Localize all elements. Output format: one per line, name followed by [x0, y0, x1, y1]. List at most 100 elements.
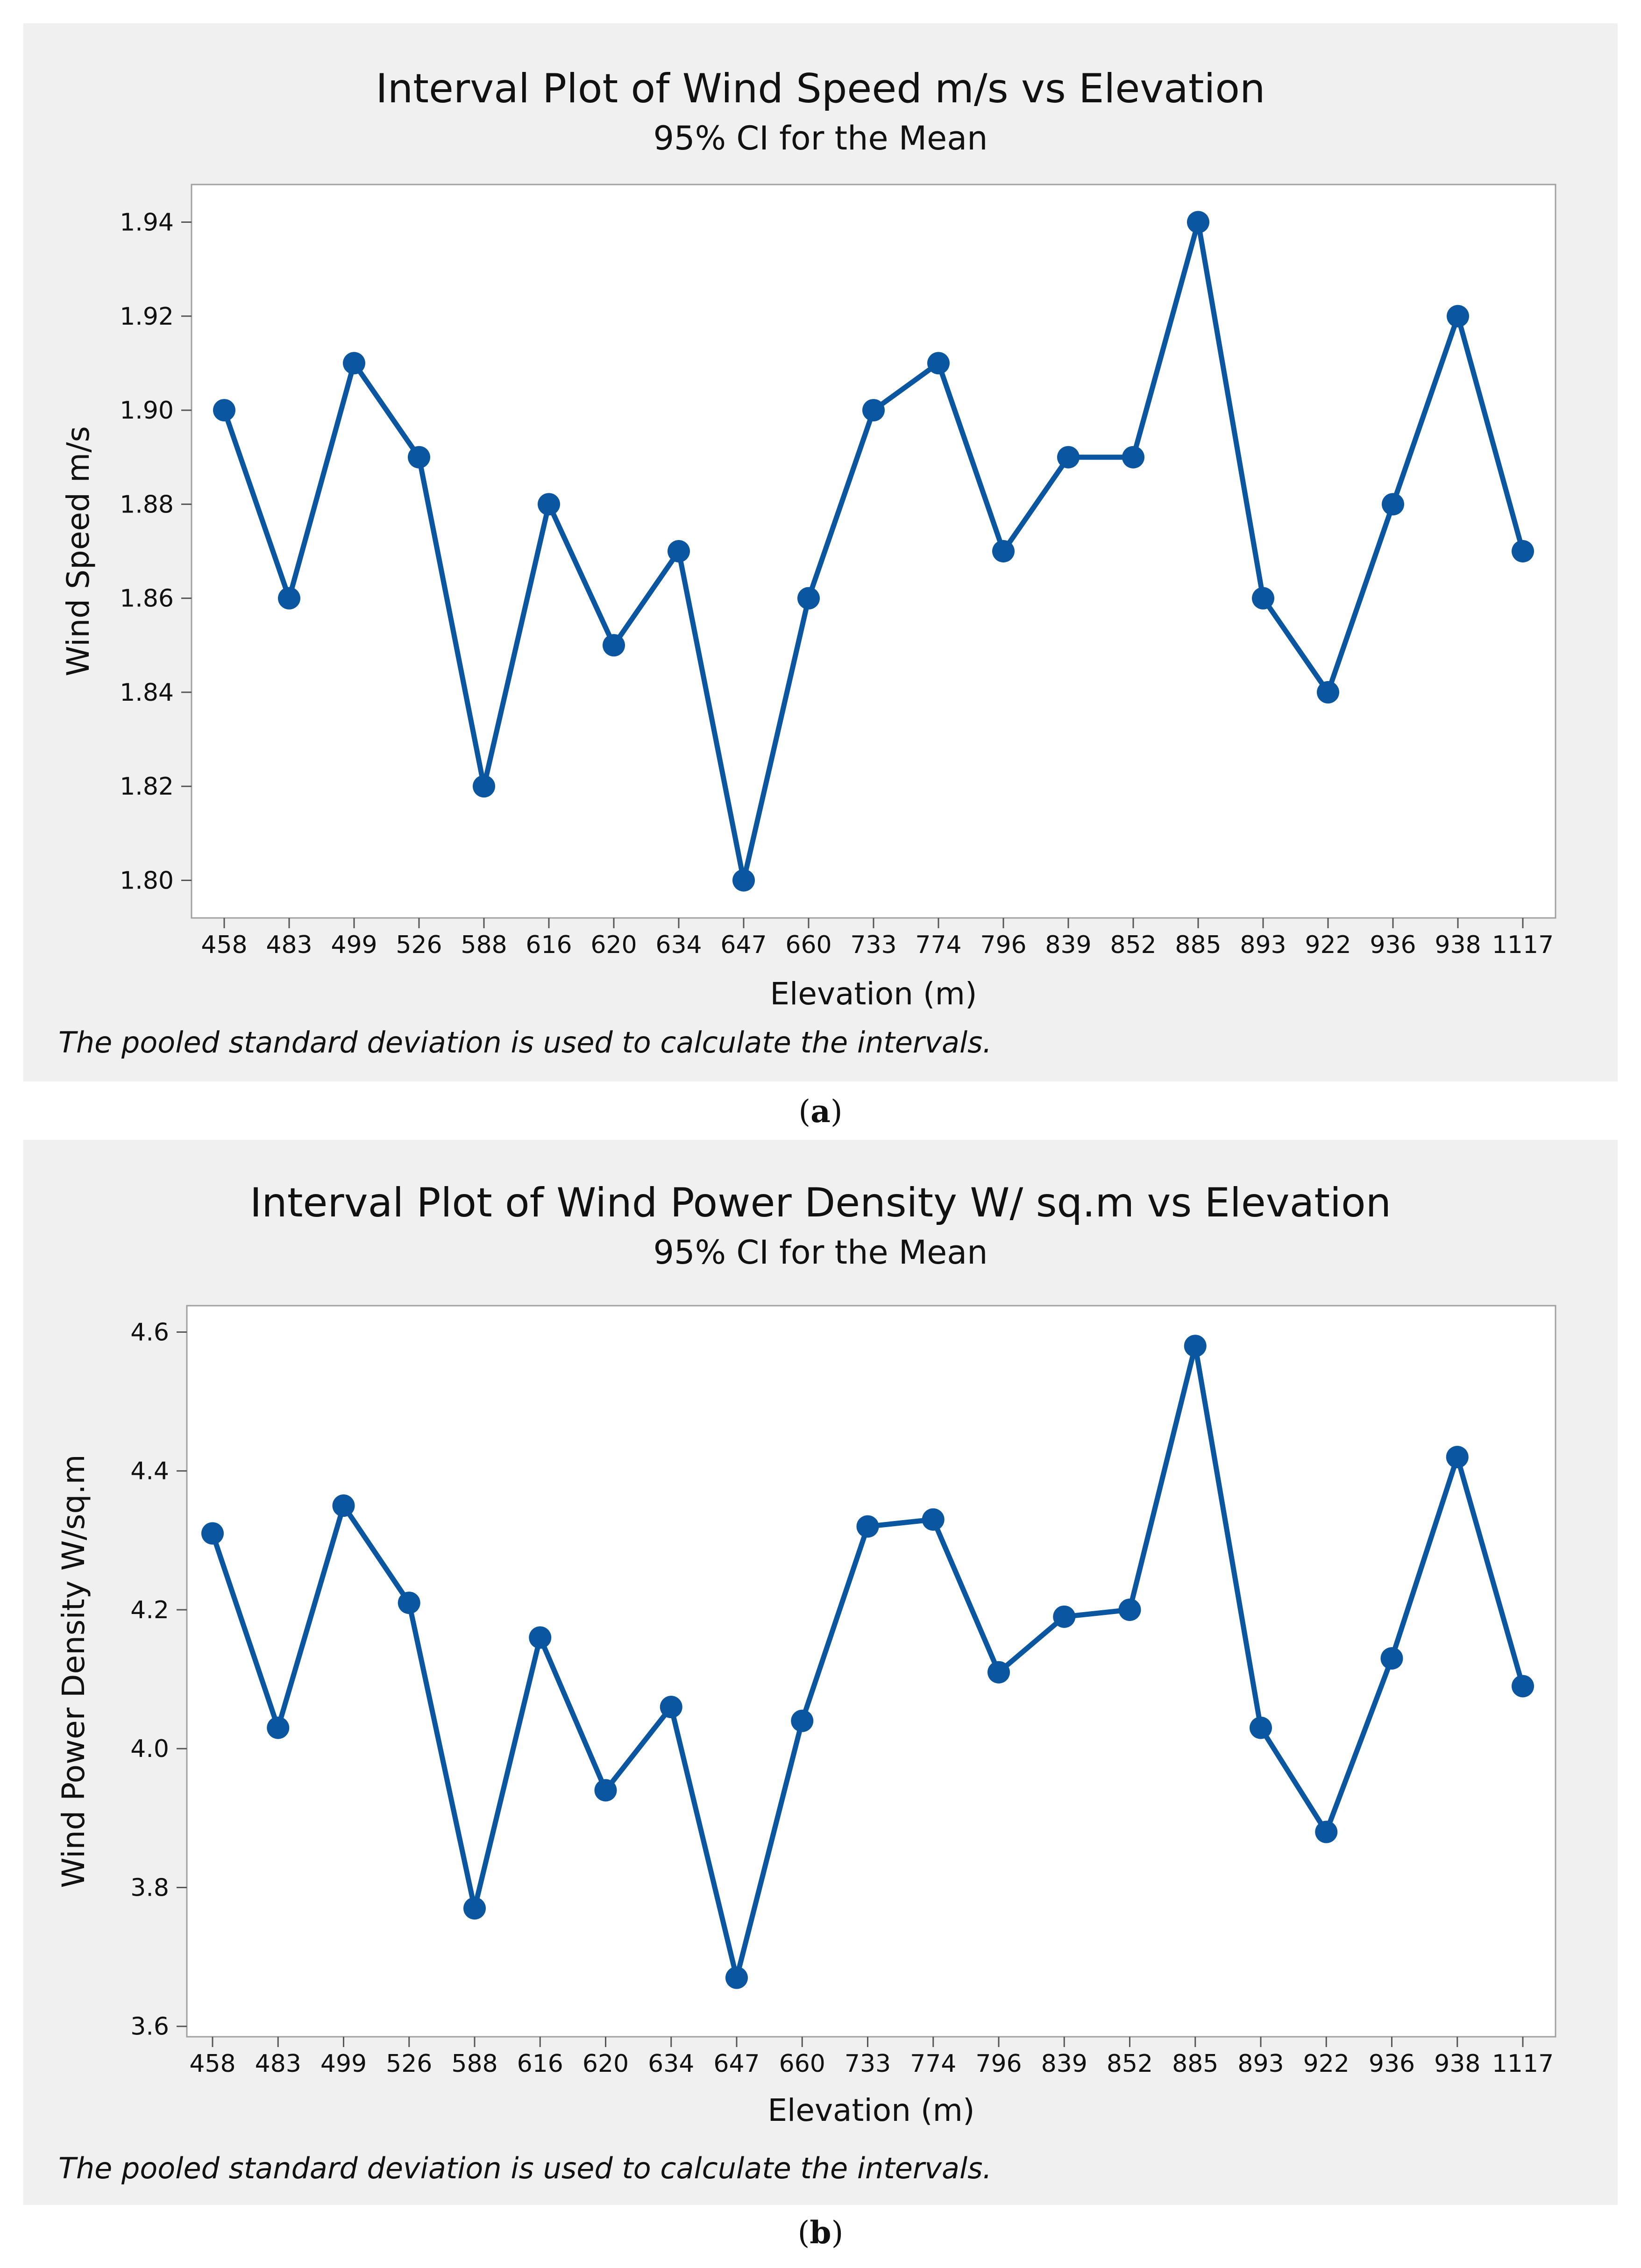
data-point [1446, 1445, 1469, 1468]
x-tick-label: 588 [451, 2050, 497, 2078]
chart-title: Interval Plot of Wind Speed m/s vs Eleva… [376, 65, 1265, 112]
x-tick-label: 774 [910, 2050, 956, 2078]
data-point [278, 587, 300, 610]
x-tick-label: 660 [785, 931, 831, 959]
data-point [922, 1508, 945, 1531]
data-point [343, 352, 365, 375]
data-point [1317, 681, 1339, 704]
data-point [797, 587, 820, 610]
data-point [987, 1661, 1010, 1684]
x-axis-title: Elevation (m) [770, 976, 977, 1012]
x-tick-label: 885 [1175, 931, 1221, 959]
data-point [1252, 587, 1274, 610]
x-tick-label: 458 [201, 931, 247, 959]
data-point [473, 775, 495, 798]
data-point [213, 399, 235, 422]
y-tick-label: 1.92 [120, 303, 174, 331]
data-point [992, 540, 1015, 562]
x-tick-label: 938 [1435, 931, 1481, 959]
chart-title: Interval Plot of Wind Power Density W/ s… [249, 1180, 1392, 1226]
data-point [1122, 446, 1144, 469]
data-point [725, 1966, 748, 1989]
data-point [668, 540, 690, 562]
chart-subtitle: 95% CI for the Mean [653, 119, 988, 157]
x-tick-label: 852 [1110, 931, 1156, 959]
caption-letter: a [810, 1093, 831, 1130]
data-point [332, 1494, 355, 1517]
x-tick-label: 616 [517, 2050, 563, 2078]
chart-panel-a: Interval Plot of Wind Speed m/s vs Eleva… [23, 23, 1618, 1081]
data-point [1380, 1647, 1403, 1670]
x-tick-label: 936 [1370, 931, 1416, 959]
y-tick-label: 3.8 [130, 1874, 169, 1902]
data-point [1512, 1675, 1534, 1698]
y-tick-label: 4.2 [130, 1596, 169, 1624]
data-point [1057, 446, 1080, 469]
data-point [1250, 1716, 1272, 1739]
x-tick-label: 796 [975, 2050, 1022, 2078]
plot-area [191, 184, 1556, 919]
x-tick-label: 483 [255, 2050, 301, 2078]
x-tick-label: 499 [320, 2050, 367, 2078]
x-tick-label: 936 [1369, 2050, 1415, 2078]
x-tick-label: 938 [1434, 2050, 1480, 2078]
data-point [791, 1709, 814, 1732]
x-axis-title: Elevation (m) [767, 2092, 974, 2128]
data-point [529, 1626, 552, 1649]
data-point [1315, 1820, 1338, 1843]
x-tick-label: 893 [1240, 931, 1286, 959]
chart-panel-b: Interval Plot of Wind Power Density W/ s… [23, 1140, 1618, 2205]
x-tick-label: 893 [1237, 2050, 1284, 2078]
x-tick-label: 526 [386, 2050, 432, 2078]
data-point [594, 1779, 617, 1802]
y-axis-title: Wind Speed m/s [60, 426, 96, 676]
x-tick-label: 922 [1305, 931, 1351, 959]
y-axis-title: Wind Power Density W/sq.m [56, 1454, 92, 1888]
data-point [1382, 493, 1404, 516]
data-point [408, 446, 430, 469]
data-point [927, 352, 950, 375]
x-tick-label: 660 [779, 2050, 825, 2078]
caption-b: (b) [797, 2214, 844, 2251]
x-tick-label: 458 [189, 2050, 235, 2078]
x-tick-label: 1117 [1492, 2050, 1554, 2078]
data-point [856, 1515, 879, 1538]
data-point [862, 399, 885, 422]
x-tick-label: 922 [1303, 2050, 1350, 2078]
x-tick-label: 885 [1172, 2050, 1218, 2078]
plot-svg-a: 1.80 1.82 1.84 1.86 1.88 1.90 1.92 1.94 458 483 49… [60, 184, 1556, 1012]
x-tick-label: 647 [720, 931, 767, 959]
y-tick-label: 1.86 [120, 585, 174, 613]
x-tick-label: 526 [396, 931, 442, 959]
caption-letter: b [810, 2214, 831, 2251]
data-point [1187, 211, 1209, 234]
x-tick-label: 839 [1045, 931, 1091, 959]
x-tick-label: 733 [845, 2050, 891, 2078]
x-tick-label: 647 [713, 2050, 760, 2078]
y-tick-label: 1.88 [120, 491, 174, 519]
data-point [463, 1897, 486, 1920]
y-tick-label: 4.4 [130, 1457, 169, 1486]
plot-svg-b: 3.6 3.8 4.0 4.2 4.4 4.6 458 483 499 526 588 616 620 6… [56, 1305, 1556, 2128]
x-tick-label: 796 [980, 931, 1026, 959]
data-point [1184, 1335, 1207, 1358]
x-tick-label: 499 [331, 931, 377, 959]
caption-a: (a) [798, 1093, 843, 1130]
y-tick-label: 4.6 [130, 1318, 169, 1346]
data-point [201, 1522, 224, 1545]
x-tick-label: 839 [1041, 2050, 1087, 2078]
footnote: The pooled standard deviation is used to… [58, 1025, 992, 1059]
x-tick-label: 774 [915, 931, 961, 959]
y-tick-label: 1.84 [120, 679, 174, 707]
data-point [538, 493, 560, 516]
y-tick-label: 1.90 [120, 397, 174, 425]
x-tick-label: 733 [850, 931, 896, 959]
y-tick-label: 1.82 [120, 773, 174, 801]
data-point [398, 1592, 420, 1614]
x-tick-label: 852 [1107, 2050, 1153, 2078]
y-tick-label: 1.94 [120, 209, 174, 237]
y-tick-label: 1.80 [120, 867, 174, 895]
data-point [1512, 540, 1534, 562]
x-tick-label: 616 [526, 931, 572, 959]
data-point [267, 1716, 290, 1739]
